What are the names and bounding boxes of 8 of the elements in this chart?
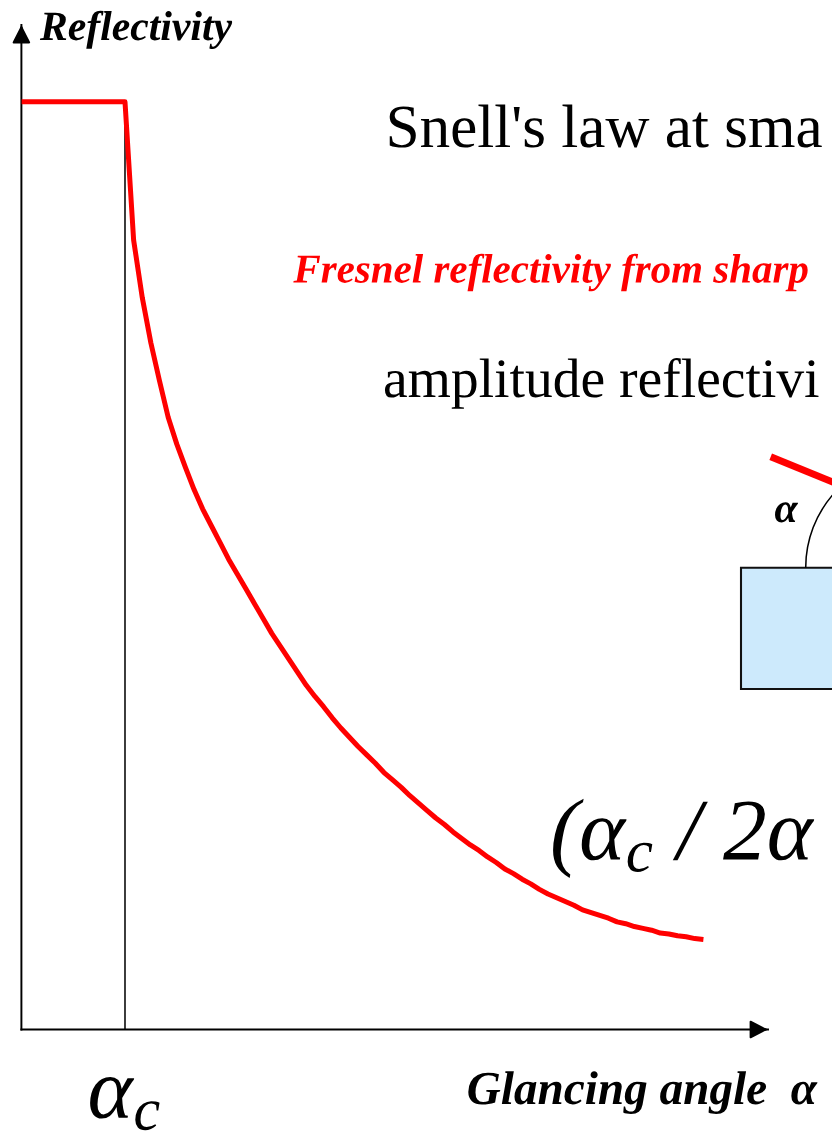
- annotation: amplitude reflectivi: [384, 357, 819, 409]
- text: α$_{c}$: [90, 1077, 160, 1131]
- text: α: [775, 502, 799, 523]
- chart-title: Snell's law at sma: [389, 104, 822, 148]
- text: Fresnel reflectivity from sharp: [293, 253, 808, 292]
- x-axis-title: Glancing angle α: [468, 1071, 818, 1115]
- y-axis-title: Reflectivity: [39, 10, 233, 49]
- annotation: (α$_{c}$ / 2α: [553, 798, 815, 879]
